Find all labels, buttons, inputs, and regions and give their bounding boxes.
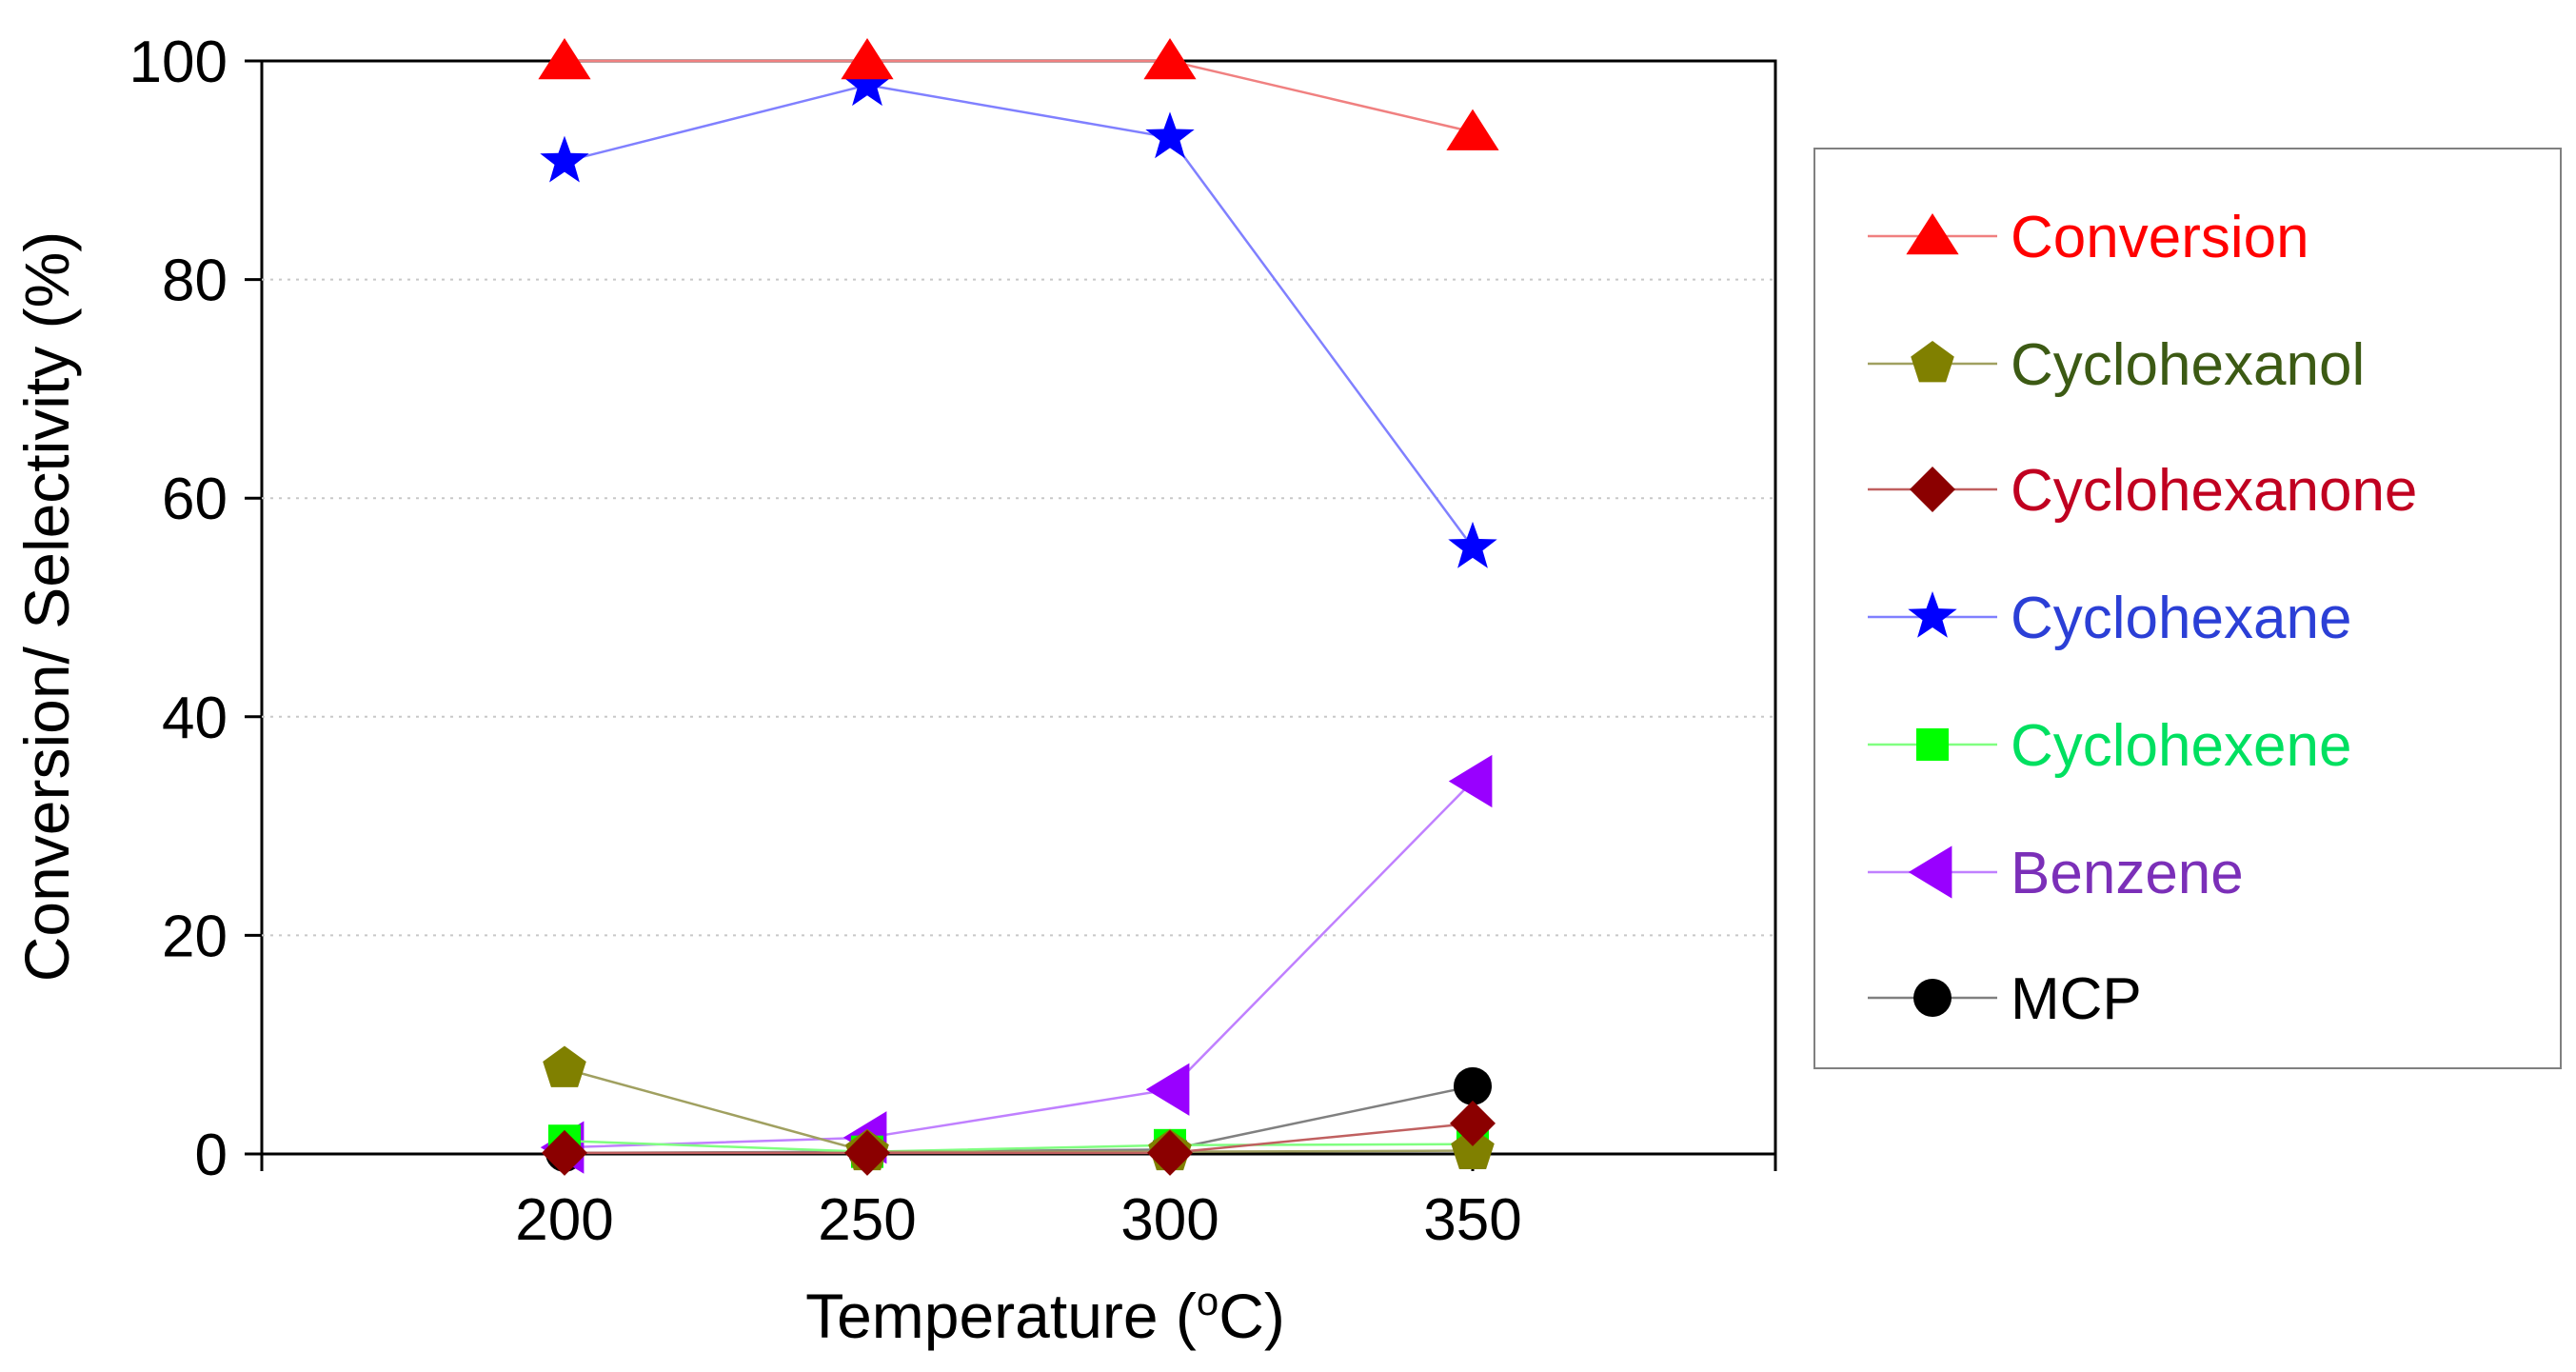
grid-lines [262,278,1775,937]
legend-label-benzene: Benzene [2011,841,2244,906]
legend-marker-cyclohexene [1916,728,1949,761]
x-tick-label: 250 [818,1187,916,1253]
y-tick-label: 20 [162,904,228,969]
y-axis-title: Conversion/ Selectivity (%) [11,231,82,983]
legend-label-mcp: MCP [2011,966,2142,1032]
legend-marker-cyclohexane [1908,591,1957,638]
legend-label-conversion: Conversion [2011,205,2309,270]
data-point-cyclohexane [540,135,589,183]
x-axis-title-main: Temperature ( [805,1281,1197,1351]
legend: Conversion Cyclohexanol Cyclohexanone Cyclo… [1813,148,2562,1069]
plot-area [260,59,1777,1156]
legend-item-mcp: MCP [1868,966,2142,1032]
series-conversion [538,38,1499,150]
legend-marker-benzene [1908,845,1952,899]
legend-items: Conversion Cyclohexanol Cyclohexanone Cyclo… [1868,205,2417,1032]
data-point-conversion [538,38,591,80]
data-point-mcp [1454,1066,1492,1105]
series-layer [538,38,1499,1176]
y-tick-label: 40 [162,686,228,751]
legend-item-cyclohexanone: Cyclohexanone [1868,458,2417,524]
x-axis-title: Temperature (oC) [805,1279,1285,1351]
y-tick-label: 60 [162,467,228,532]
legend-label-cyclohexanone: Cyclohexanone [2011,458,2417,524]
legend-label-cyclohexane: Cyclohexane [2011,586,2351,651]
legend-item-cyclohexene: Cyclohexene [1868,713,2351,779]
data-point-conversion [841,38,894,80]
x-tick-label: 300 [1120,1187,1219,1253]
data-point-cyclohexanone [1450,1100,1496,1146]
legend-marker-cyclohexanone [1910,467,1955,512]
series-line-cyclohexene [564,1139,1474,1153]
data-point-benzene [1145,1063,1190,1116]
legend-item-conversion: Conversion [1868,205,2309,270]
y-tick-label: 80 [162,249,228,314]
legend-marker-mcp [1913,979,1952,1017]
data-point-cyclohexanol [543,1045,586,1087]
data-point-cyclohexanone [1147,1129,1193,1176]
data-point-cyclohexanone [542,1129,587,1176]
series-line-benzene [564,780,1474,1149]
legend-marker-cyclohexanol [1911,341,1954,383]
x-tick-label: 350 [1423,1187,1521,1253]
legend-label-cyclohexanol: Cyclohexanol [2011,332,2365,398]
series-cyclohexane [540,59,1497,568]
y-tick-label: 0 [195,1123,228,1188]
data-point-cyclohexanol [1451,1127,1495,1169]
series-line-conversion [565,59,1474,133]
x-axis-title-unit: C) [1219,1281,1285,1351]
series-cyclohexanone [542,1100,1496,1176]
legend-item-cyclohexane: Cyclohexane [1868,586,2351,651]
data-point-cyclohexane [1145,111,1195,159]
series-line-cyclohexanone [565,1122,1474,1155]
legend-item-benzene: Benzene [1868,841,2244,906]
y-tick-label: 100 [129,30,228,95]
data-point-conversion [1446,109,1499,150]
series-line-cyclohexane [564,84,1475,548]
x-tick-label: 200 [515,1187,613,1253]
legend-box [1813,148,2562,1069]
data-point-cyclohexane [842,59,892,107]
legend-item-cyclohexanol: Cyclohexanol [1868,332,2365,398]
data-point-conversion [1143,38,1197,80]
axes: 0 20 40 60 80 100 200 250 300 350 [129,30,1777,1253]
data-point-benzene [1448,754,1493,808]
legend-marker-conversion [1906,213,1959,255]
x-axis-title-superscript: o [1197,1279,1219,1323]
data-point-cyclohexanone [844,1129,890,1176]
legend-label-cyclohexene: Cyclohexene [2011,713,2351,779]
data-point-cyclohexane [1448,521,1497,568]
